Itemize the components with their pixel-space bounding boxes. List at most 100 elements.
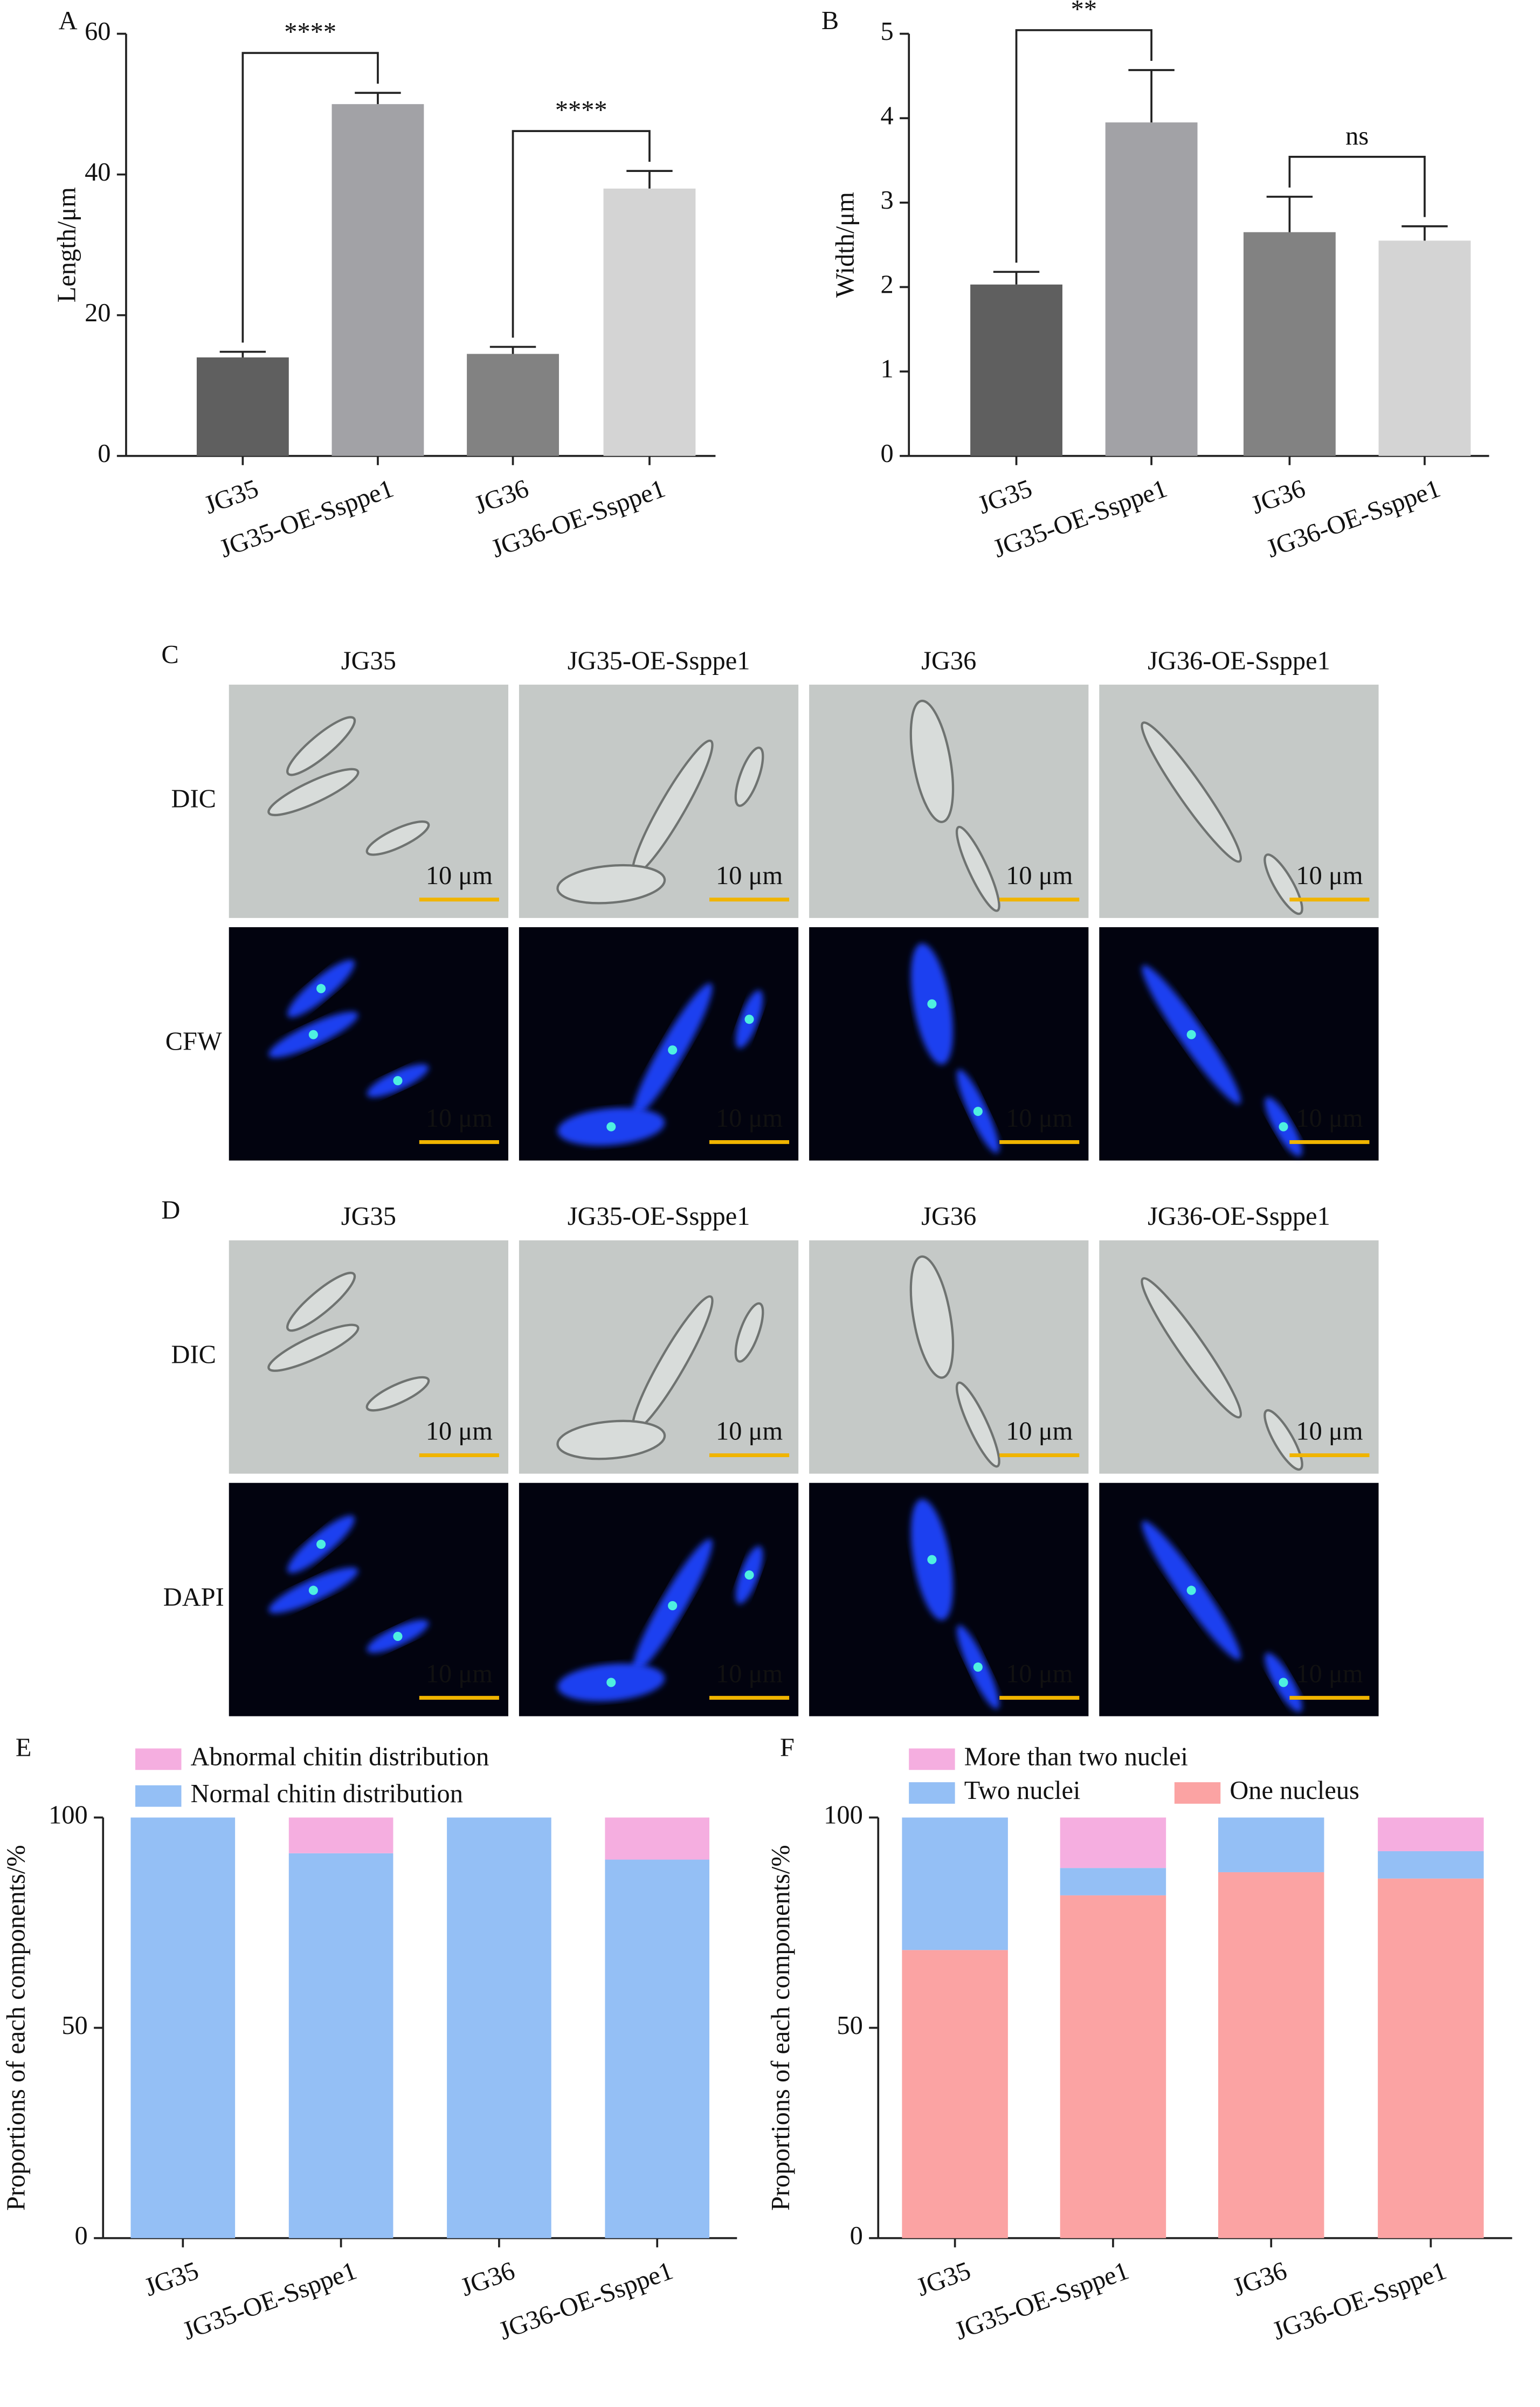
- bar-segment: [902, 1950, 1008, 2238]
- y-tick-label: 50: [837, 2011, 862, 2040]
- y-tick-label: 0: [98, 439, 111, 468]
- scale-bar-label: 10 μm: [716, 861, 783, 890]
- nucleus: [927, 999, 937, 1009]
- nucleus: [606, 1122, 616, 1132]
- nucleus: [308, 1030, 318, 1039]
- x-tick-label: JG35: [974, 474, 1035, 520]
- error-bar: [993, 271, 1040, 285]
- y-tick-label: 60: [85, 17, 111, 46]
- cell: [734, 746, 764, 807]
- panel-label: D: [161, 1196, 180, 1225]
- legend-label: Two nuclei: [964, 1776, 1081, 1805]
- y-tick-label: 20: [85, 299, 111, 327]
- bar-segment: [1378, 1851, 1484, 1879]
- nucleus: [308, 1585, 318, 1595]
- row-label: CFW: [165, 1027, 222, 1056]
- bar-segment: [1378, 1817, 1484, 1851]
- bar-segment: [1218, 1817, 1324, 1872]
- bar-segment: [1218, 1872, 1324, 2238]
- x-tick-label: JG35: [201, 474, 262, 520]
- x-tick-label: JG35-OE-Ssppe1: [951, 2256, 1132, 2346]
- panel-label: C: [161, 640, 178, 669]
- scale-bar-label: 10 μm: [1296, 861, 1363, 890]
- legend-label: Abnormal chitin distribution: [191, 1742, 489, 1771]
- cell: [556, 1419, 666, 1460]
- nucleus: [668, 1045, 678, 1055]
- column-header: JG35: [341, 1202, 396, 1231]
- y-tick-label: 5: [881, 17, 894, 46]
- cell: [1141, 1277, 1242, 1419]
- scale-bar-label: 10 μm: [716, 1660, 783, 1688]
- nucleus: [744, 1015, 754, 1024]
- legend-swatch: [909, 1782, 955, 1804]
- bar: [1243, 232, 1336, 456]
- scale-bar-label: 10 μm: [426, 1104, 493, 1133]
- x-tick-label: JG36: [1247, 474, 1309, 520]
- error-bar: [1128, 69, 1175, 123]
- bar-segment: [902, 1817, 1008, 1950]
- bar: [467, 354, 559, 456]
- row-label: DIC: [171, 785, 216, 813]
- legend-label: More than two nuclei: [964, 1742, 1188, 1771]
- cell: [286, 716, 356, 776]
- column-header: JG36-OE-Ssppe1: [1148, 1202, 1330, 1231]
- nucleus: [927, 1555, 937, 1564]
- bar: [1105, 122, 1198, 456]
- panel-label: F: [780, 1733, 795, 1762]
- significance-bracket: [1288, 156, 1426, 217]
- x-tick-label: JG36: [1229, 2256, 1290, 2302]
- x-tick-label: JG36-OE-Ssppe1: [1269, 2256, 1450, 2346]
- error-bar: [1266, 196, 1313, 232]
- bar: [1378, 240, 1471, 456]
- bar-segment: [130, 1817, 236, 2238]
- legend-swatch: [135, 1748, 182, 1770]
- nucleus: [1186, 1030, 1196, 1039]
- significance-label: **: [1071, 0, 1097, 24]
- nucleus: [973, 1107, 983, 1116]
- significance-bracket: [1015, 29, 1152, 263]
- scale-bar-label: 10 μm: [1296, 1660, 1363, 1688]
- error-bar: [626, 170, 673, 189]
- column-header: JG36-OE-Ssppe1: [1148, 646, 1330, 675]
- cell: [267, 768, 360, 817]
- scale-bar-label: 10 μm: [1006, 861, 1073, 890]
- nucleus: [973, 1662, 983, 1672]
- scale-bar-label: 10 μm: [1296, 1417, 1363, 1446]
- scale-bar-label: 10 μm: [716, 1104, 783, 1133]
- cell: [365, 820, 430, 856]
- column-header: JG36: [921, 1202, 976, 1231]
- bar-segment: [605, 1859, 710, 2238]
- y-tick-label: 0: [850, 2222, 863, 2250]
- bar-segment: [1060, 1817, 1166, 1868]
- nucleus: [744, 1570, 754, 1580]
- legend-swatch: [1174, 1782, 1221, 1804]
- panel-label: A: [59, 6, 78, 35]
- cell: [955, 825, 1000, 912]
- cell: [734, 1302, 764, 1363]
- fluorescence-image: [229, 927, 508, 1161]
- bar-segment: [1060, 1868, 1166, 1895]
- legend-swatch: [909, 1748, 955, 1770]
- y-axis-label: Length/μm: [53, 187, 81, 302]
- y-axis-label: Proportions of each components/%: [766, 1845, 795, 2211]
- y-tick-label: 4: [881, 101, 894, 130]
- x-tick-label: JG36: [457, 2256, 519, 2302]
- error-bar: [489, 346, 536, 354]
- y-axis-label: Proportions of each components/%: [2, 1845, 31, 2211]
- cell: [556, 864, 666, 905]
- scale-bar-label: 10 μm: [1296, 1104, 1363, 1133]
- scale-bar-label: 10 μm: [426, 1660, 493, 1688]
- x-tick-label: JG35: [141, 2256, 202, 2302]
- x-tick-label: JG36-OE-Ssppe1: [495, 2256, 676, 2346]
- nucleus: [1279, 1122, 1288, 1132]
- bar-segment: [288, 1853, 393, 2238]
- bar-segment: [605, 1817, 710, 1860]
- x-tick-label: JG35: [913, 2256, 975, 2302]
- error-bar: [219, 350, 266, 358]
- significance-bracket: [512, 130, 651, 338]
- cell: [955, 1381, 1000, 1468]
- scale-bar-label: 10 μm: [426, 861, 493, 890]
- nucleus: [393, 1631, 403, 1642]
